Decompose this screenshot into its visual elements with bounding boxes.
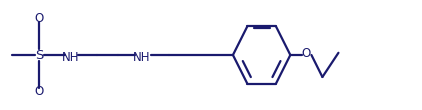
Text: O: O [34,85,43,98]
Text: O: O [34,12,43,25]
Text: NH: NH [133,51,150,64]
Text: O: O [302,47,311,60]
Text: S: S [35,49,43,61]
Text: NH: NH [62,51,80,64]
